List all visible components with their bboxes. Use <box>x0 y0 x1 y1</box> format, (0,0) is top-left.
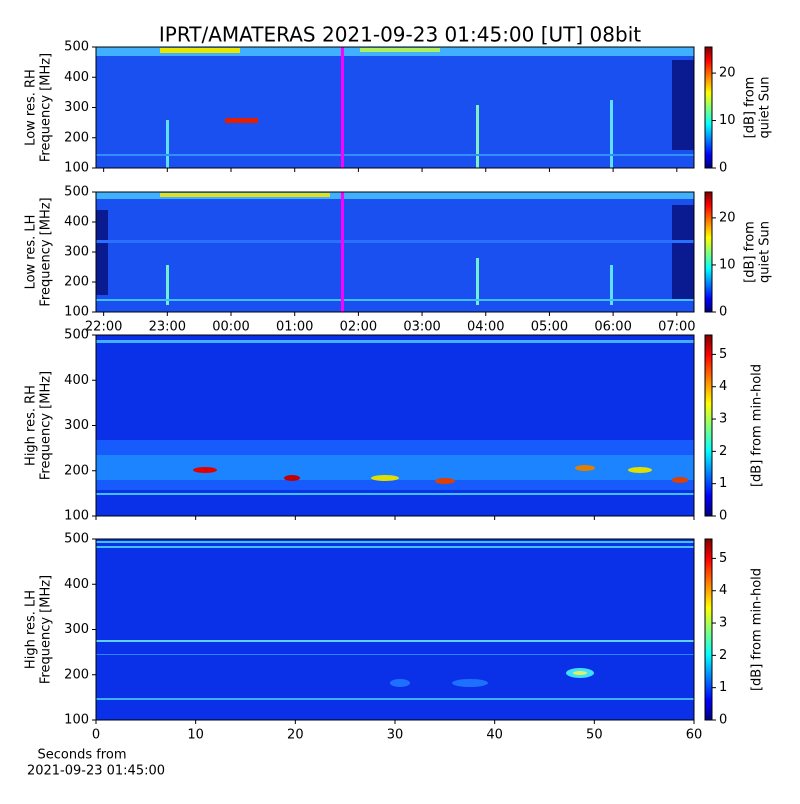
colorbar-tick-label: 0 <box>719 509 727 524</box>
y-axis-label: High res. LH <box>24 590 39 669</box>
colorbar-tick-label: 20 <box>719 66 736 81</box>
x-tick-label: 40 <box>486 728 503 743</box>
colorbar-tick-label: 20 <box>719 210 736 225</box>
x-tick-label: 01:00 <box>276 320 313 335</box>
figure-title: IPRT/AMATERAS 2021-09-23 01:45:00 [UT] 0… <box>159 23 641 47</box>
y-axis-label: Frequency [MHz] <box>39 371 54 480</box>
x-tick-label: 0 <box>92 728 100 743</box>
y-tick-label: 100 <box>64 509 89 524</box>
y-axis-label: Frequency [MHz] <box>39 197 54 306</box>
colorbar-tick-label: 0 <box>719 161 727 176</box>
colorbar-label: quiet Sun <box>758 76 773 138</box>
x-tick-label: 07:00 <box>658 320 695 335</box>
colorbar-tick-label: 10 <box>719 257 736 272</box>
x-tick-label: 02:00 <box>340 320 377 335</box>
y-tick-label: 200 <box>64 463 89 478</box>
x-tick-label: 10 <box>187 728 204 743</box>
x-tick-label: 22:00 <box>85 320 122 335</box>
colorbar <box>704 538 713 721</box>
x-tick-label: 20 <box>287 728 304 743</box>
y-tick-label: 100 <box>64 161 89 176</box>
colorbar-label: [dB] from min-hold <box>750 364 765 487</box>
y-tick-label: 200 <box>64 667 89 682</box>
x-tick-label: 50 <box>586 728 603 743</box>
y-tick-label: 300 <box>64 418 89 433</box>
y-tick-label: 400 <box>64 215 89 230</box>
colorbar <box>704 334 713 517</box>
colorbar-tick-label: 0 <box>719 305 727 320</box>
y-tick-label: 100 <box>64 713 89 728</box>
colorbar-tick-label: 4 <box>719 583 727 598</box>
y-tick-label: 300 <box>64 245 89 260</box>
y-axis-label: Frequency [MHz] <box>39 53 54 162</box>
colorbar-label: quiet Sun <box>758 221 773 283</box>
x-tick-label: 03:00 <box>403 320 440 335</box>
y-tick-label: 400 <box>64 577 89 592</box>
y-axis-label: Low res. LH <box>24 215 39 290</box>
y-tick-label: 500 <box>64 328 89 343</box>
y-tick-label: 500 <box>64 40 89 55</box>
colorbar-label: [dB] from <box>743 77 758 139</box>
spectrogram-texture <box>96 47 694 720</box>
y-axis-label: High res. RH <box>24 385 39 466</box>
colorbar-tick-label: 5 <box>719 347 727 362</box>
y-tick-label: 400 <box>64 373 89 388</box>
colorbar-tick-label: 5 <box>719 551 727 566</box>
colorbar-tick-label: 2 <box>719 444 727 459</box>
y-axis-label: Frequency [MHz] <box>39 575 54 684</box>
y-tick-label: 300 <box>64 622 89 637</box>
x-axis-label: Seconds from <box>37 748 126 763</box>
colorbar-tick-label: 10 <box>719 113 736 128</box>
colorbar-tick-label: 3 <box>719 616 727 631</box>
x-axis-label: 2021-09-23 01:45:00 <box>27 764 165 779</box>
x-tick-label: 30 <box>387 728 404 743</box>
y-tick-label: 500 <box>64 185 89 200</box>
colorbar-tick-label: 2 <box>719 648 727 663</box>
y-tick-label: 200 <box>64 275 89 290</box>
x-tick-label: 60 <box>686 728 703 743</box>
colorbar-label: [dB] from <box>743 221 758 283</box>
x-tick-label: 05:00 <box>531 320 568 335</box>
colorbar-label: [dB] from min-hold <box>750 568 765 691</box>
x-tick-label: 00:00 <box>212 320 249 335</box>
colorbar-tick-label: 3 <box>719 412 727 427</box>
y-tick-label: 500 <box>64 532 89 547</box>
x-tick-label: 23:00 <box>149 320 186 335</box>
colorbar-tick-label: 1 <box>719 476 727 491</box>
colorbar-tick-label: 1 <box>719 680 727 695</box>
y-tick-label: 400 <box>64 70 89 85</box>
colorbar-tick-label: 0 <box>719 713 727 728</box>
colorbar <box>704 46 713 169</box>
y-tick-label: 200 <box>64 130 89 145</box>
colorbar-tick-label: 4 <box>719 379 727 394</box>
x-tick-label: 06:00 <box>594 320 631 335</box>
y-axis-label: Low res. RH <box>24 69 39 146</box>
y-tick-label: 100 <box>64 305 89 320</box>
colorbar <box>704 191 713 313</box>
y-tick-label: 300 <box>64 100 89 115</box>
x-tick-label: 04:00 <box>467 320 504 335</box>
